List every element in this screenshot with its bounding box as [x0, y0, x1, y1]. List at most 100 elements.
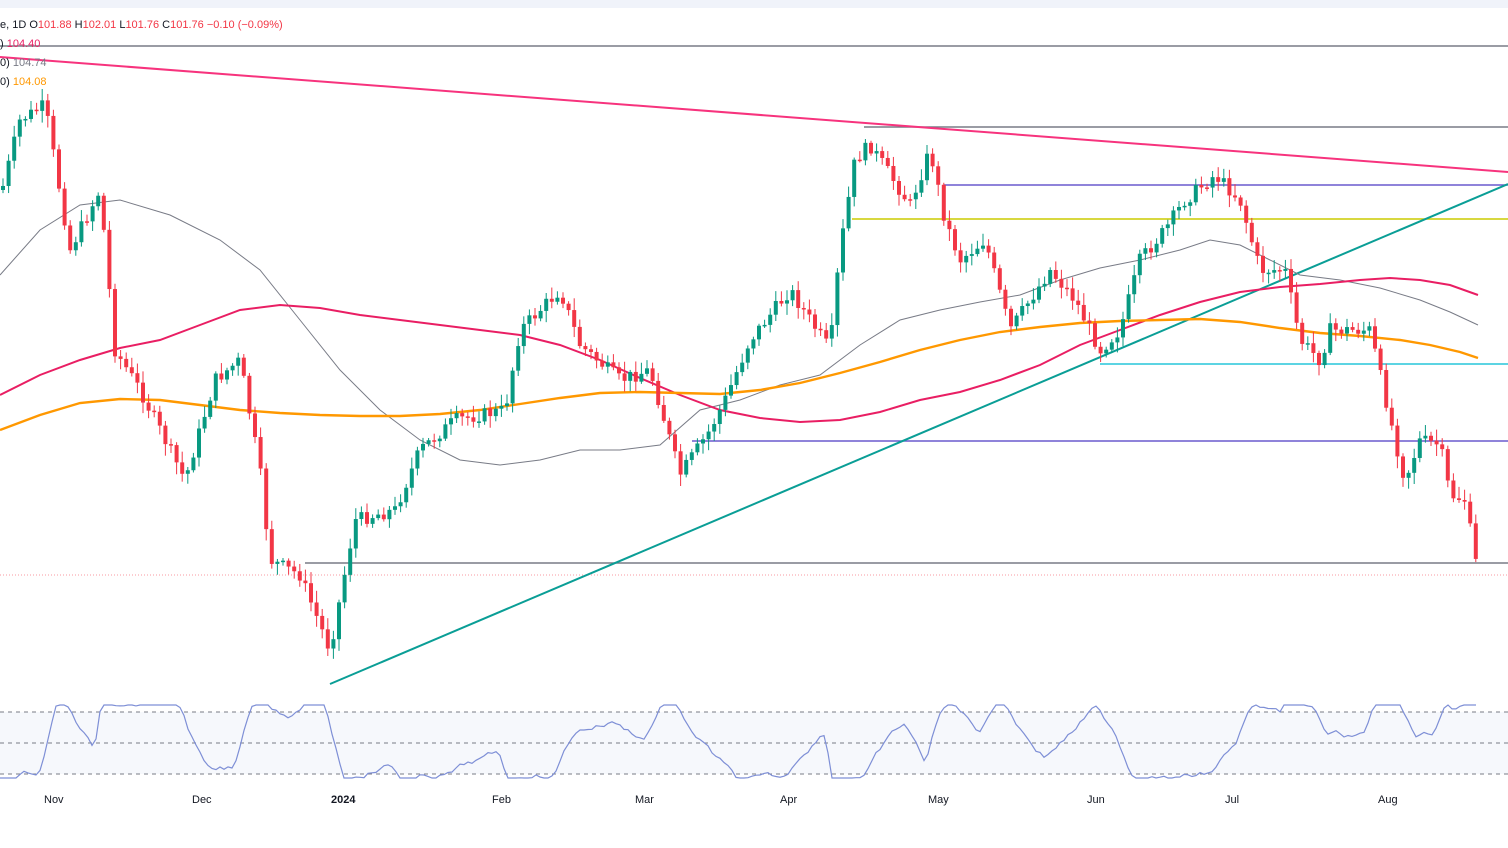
candle-127 — [712, 418, 717, 441]
candle-202 — [1132, 265, 1137, 303]
candle-71 — [398, 494, 403, 513]
candle-body — [538, 310, 543, 319]
candle-225 — [1261, 246, 1265, 283]
candle-154 — [863, 139, 868, 166]
candle-42 — [236, 352, 241, 376]
candle-207 — [1160, 224, 1165, 248]
candle-55 — [309, 572, 313, 612]
time-axis-bg — [0, 786, 1508, 810]
candle-body — [1165, 224, 1170, 229]
candle-246 — [1378, 344, 1383, 375]
candle-body — [572, 310, 577, 327]
ma2-value: 104.74 — [12, 57, 47, 69]
candle-body — [1188, 202, 1193, 206]
candle-body — [1356, 329, 1361, 334]
candle-44 — [247, 372, 252, 420]
candle-4 — [23, 116, 28, 127]
candle-body — [1227, 178, 1232, 196]
candle-251 — [1406, 470, 1411, 489]
candle-107 — [600, 353, 605, 370]
candle-body — [964, 255, 969, 263]
ma1-label: ) — [0, 38, 4, 50]
candle-body — [986, 245, 991, 253]
candle-132 — [740, 353, 745, 377]
candle-164 — [919, 169, 924, 197]
candle-235 — [1317, 350, 1321, 376]
candle-body — [622, 373, 627, 381]
candle-59 — [331, 630, 336, 659]
candle-179 — [1003, 284, 1008, 316]
candle-body — [594, 351, 599, 361]
candle-body — [107, 229, 112, 290]
candle-body — [370, 518, 375, 524]
ma-slow-line — [0, 317, 1479, 432]
candle-22 — [124, 352, 129, 372]
candle-body — [1373, 326, 1377, 349]
candle-250 — [1401, 453, 1405, 487]
candle-87 — [488, 400, 493, 428]
candle-104 — [583, 342, 588, 357]
candle-body — [1283, 268, 1288, 271]
close-value: 101.76 — [170, 19, 204, 31]
candle-body — [23, 118, 28, 121]
candle-body — [331, 639, 336, 649]
candle-body — [1193, 184, 1198, 203]
x-tick-label-0: Nov — [44, 794, 64, 806]
candle-74 — [415, 446, 420, 476]
candle-237 — [1328, 313, 1333, 356]
candle-body — [628, 371, 633, 381]
ma2-label: 0) — [0, 57, 10, 69]
candle-body — [891, 165, 896, 181]
candle-66 — [370, 514, 375, 528]
candle-body — [1434, 440, 1439, 445]
candle-18 — [101, 192, 106, 233]
candle-217 — [1216, 167, 1221, 191]
candle-91 — [510, 367, 515, 413]
candle-body — [902, 194, 907, 200]
candle-body — [852, 159, 857, 197]
candle-90 — [505, 394, 509, 411]
candle-103 — [577, 319, 582, 349]
candle-body — [645, 368, 649, 374]
ma1-row[interactable]: ) 104.40 — [0, 35, 283, 54]
candle-body — [1401, 456, 1405, 478]
candle-60 — [337, 599, 341, 651]
candle-161 — [902, 185, 907, 202]
candle-222 — [1244, 200, 1249, 234]
candle-174 — [975, 240, 980, 257]
candle-body — [1104, 349, 1109, 354]
candle-166 — [930, 148, 935, 173]
candle-body — [1087, 320, 1092, 324]
candle-body — [1289, 268, 1293, 293]
candle-234 — [1311, 331, 1316, 363]
candle-97 — [544, 293, 549, 323]
candle-173 — [969, 243, 974, 266]
candle-body — [113, 289, 117, 357]
candle-31 — [174, 442, 179, 475]
candle-85 — [477, 411, 481, 428]
candle-body — [757, 325, 761, 340]
ma3-row[interactable]: 0) 104.08 — [0, 73, 283, 92]
candle-body — [605, 362, 610, 367]
candle-83 — [465, 412, 470, 426]
candle-body — [465, 416, 470, 418]
candle-61 — [342, 566, 347, 609]
candle-body — [762, 324, 767, 327]
descending-trendline — [0, 56, 1508, 173]
candle-body — [286, 560, 291, 567]
candle-body — [544, 298, 549, 311]
candle-236 — [1322, 349, 1327, 369]
candle-77 — [432, 433, 437, 449]
candle-body — [135, 373, 140, 383]
candle-220 — [1233, 184, 1237, 202]
candle-body — [706, 431, 711, 440]
candle-body — [1025, 303, 1030, 307]
ascending-trendline — [329, 183, 1508, 685]
candle-146 — [818, 322, 823, 336]
ma2-row[interactable]: 0) 104.74 — [0, 54, 283, 73]
candle-131 — [734, 365, 739, 390]
candle-193 — [1081, 293, 1086, 323]
candle-65 — [365, 503, 369, 528]
candle-50 — [281, 557, 285, 566]
